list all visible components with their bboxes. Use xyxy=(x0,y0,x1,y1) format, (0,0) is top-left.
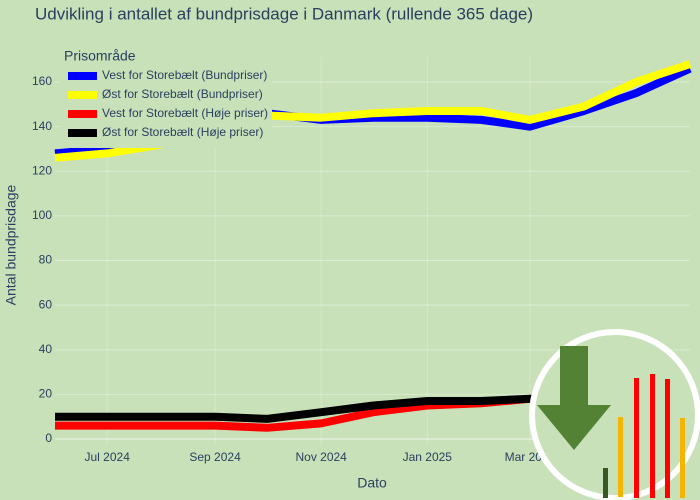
x-tick-label: Nov 2024 xyxy=(295,450,347,464)
y-tick-label: 100 xyxy=(32,208,52,222)
y-tick-label: 160 xyxy=(32,74,52,88)
icon-bar xyxy=(665,379,670,498)
x-tick-label: Jan 2025 xyxy=(403,450,453,464)
icon-bar xyxy=(680,418,685,498)
y-tick-label: 60 xyxy=(39,297,53,311)
legend-title: Prisområde xyxy=(64,48,136,64)
x-tick-label: Jul 2024 xyxy=(85,450,131,464)
icon-bar xyxy=(650,374,655,498)
overlay-icon xyxy=(529,329,700,500)
y-tick-label: 80 xyxy=(39,253,53,267)
y-tick-label: 120 xyxy=(32,163,52,177)
chart-title: Udvikling i antallet af bundprisdage i D… xyxy=(35,4,533,23)
legend-label: Vest for Storebælt (Høje priser) xyxy=(102,106,268,120)
x-axis-title: Dato xyxy=(357,475,387,491)
icon-bar xyxy=(634,378,639,498)
legend-label: Vest for Storebælt (Bundpriser) xyxy=(102,68,267,82)
legend-label: Øst for Storebælt (Bundpriser) xyxy=(102,87,263,101)
x-tick-label: Sep 2024 xyxy=(189,450,241,464)
y-tick-label: 0 xyxy=(45,431,52,445)
icon-bar xyxy=(618,417,623,497)
y-axis-title: Antal bundprisdage xyxy=(3,184,19,305)
icon-bar xyxy=(603,468,608,498)
y-tick-label: 40 xyxy=(39,342,53,356)
y-tick-label: 140 xyxy=(32,119,52,133)
legend-label: Øst for Storebælt (Høje priser) xyxy=(102,125,263,139)
y-tick-label: 20 xyxy=(39,387,53,401)
legend: Prisområde Vest for Storebælt (Bundpriser… xyxy=(60,45,272,148)
icon-arrow xyxy=(537,346,611,450)
